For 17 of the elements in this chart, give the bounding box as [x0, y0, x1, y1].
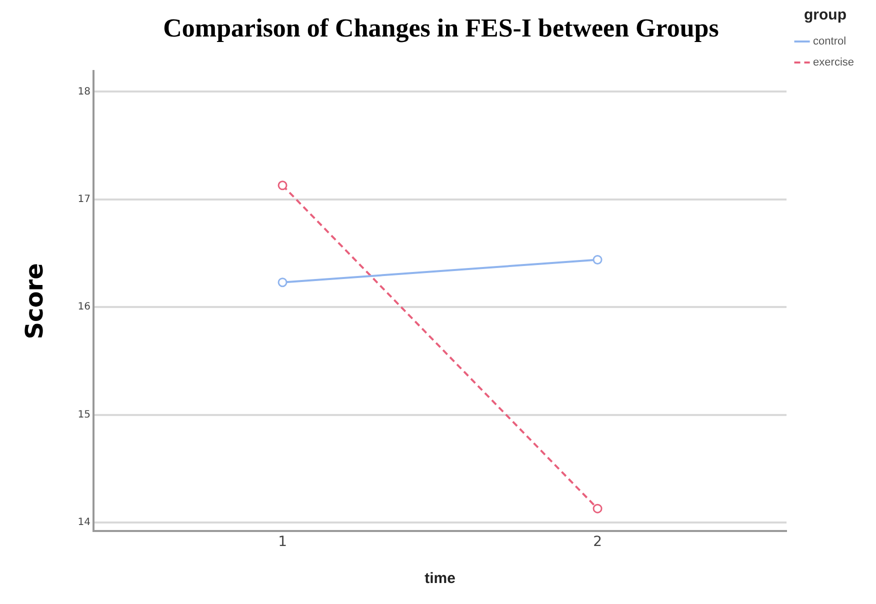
point	[278, 180, 288, 190]
y-tick-label: 17	[78, 194, 91, 205]
x-tick-label: 1	[278, 534, 287, 550]
y-tick-label: 18	[78, 86, 91, 98]
point	[278, 278, 288, 288]
legend-label: exercise	[813, 56, 854, 69]
x-axis-title: time	[424, 570, 456, 588]
y-tick-label: 14	[78, 517, 91, 528]
x-tick-label: 2	[593, 534, 602, 550]
y-tick-label: 15	[78, 409, 91, 420]
point	[592, 254, 602, 264]
legend-label: control	[813, 36, 846, 48]
chart-title: Comparison of Changes in FES-I between Groups	[163, 13, 719, 42]
y-axis-title: Score	[20, 263, 49, 340]
legend-title: group	[804, 6, 847, 24]
point	[592, 504, 602, 514]
y-tick-label: 16	[78, 302, 91, 313]
